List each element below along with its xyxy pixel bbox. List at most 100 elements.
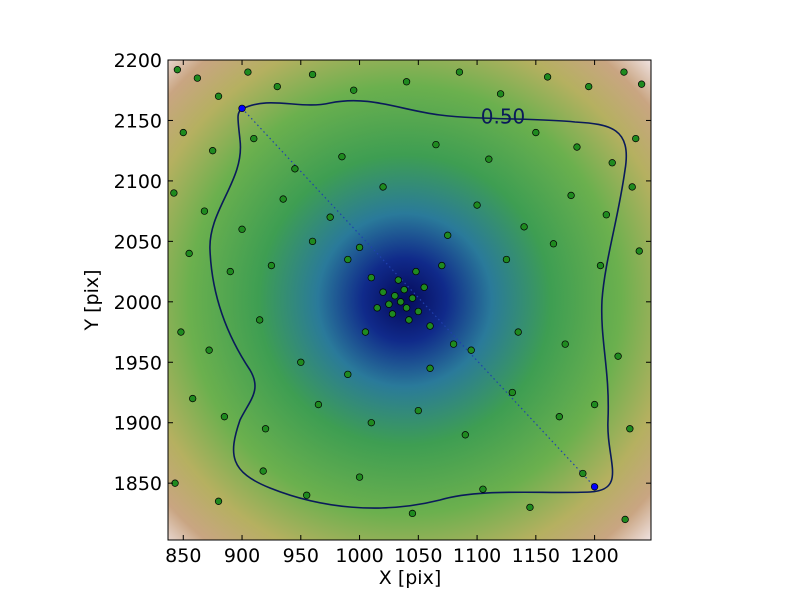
contour-label: 0.50 bbox=[481, 105, 526, 129]
data-point bbox=[355, 243, 364, 252]
data-point bbox=[379, 183, 387, 191]
data-point bbox=[414, 406, 422, 415]
data-point bbox=[628, 183, 636, 191]
data-point bbox=[567, 191, 575, 200]
y-tick-label: 2050 bbox=[114, 231, 162, 253]
data-point bbox=[626, 425, 634, 433]
data-point bbox=[379, 288, 387, 296]
data-point bbox=[267, 261, 276, 270]
data-point bbox=[596, 261, 605, 270]
x-tick-label: 1050 bbox=[394, 545, 442, 567]
data-point bbox=[367, 273, 375, 282]
y-tick-label: 2150 bbox=[114, 110, 162, 132]
data-point bbox=[412, 267, 420, 276]
data-point bbox=[214, 497, 223, 505]
data-point bbox=[200, 207, 209, 215]
data-point bbox=[614, 352, 622, 360]
data-point bbox=[355, 473, 364, 481]
data-point bbox=[344, 370, 352, 379]
plot-area bbox=[170, 66, 646, 524]
data-point bbox=[291, 165, 299, 173]
data-point bbox=[526, 503, 534, 512]
data-point bbox=[238, 104, 246, 113]
data-point bbox=[279, 195, 287, 203]
data-point bbox=[585, 82, 593, 91]
x-tick-label: 1100 bbox=[453, 545, 501, 567]
data-point bbox=[496, 90, 505, 98]
data-point bbox=[479, 485, 487, 493]
x-tick-label: 1150 bbox=[512, 545, 560, 567]
y-axis-label: Y [pix] bbox=[81, 269, 103, 331]
data-point bbox=[590, 400, 599, 409]
data-point bbox=[297, 358, 305, 366]
data-point bbox=[308, 70, 317, 79]
data-point bbox=[367, 419, 375, 427]
data-point bbox=[344, 255, 352, 264]
data-point bbox=[303, 491, 311, 499]
data-point bbox=[590, 483, 599, 491]
data-point bbox=[314, 400, 323, 409]
data-point bbox=[426, 322, 434, 330]
contour-line bbox=[209, 99, 628, 509]
data-point bbox=[388, 310, 397, 318]
data-point bbox=[250, 134, 258, 143]
data-point bbox=[326, 213, 334, 221]
y-tick-label: 1950 bbox=[114, 352, 162, 374]
data-point bbox=[579, 469, 587, 478]
x-tick-label: 850 bbox=[165, 545, 201, 567]
data-point bbox=[549, 240, 558, 248]
data-point bbox=[485, 155, 493, 163]
data-point bbox=[402, 78, 411, 86]
data-point bbox=[602, 211, 610, 219]
data-point bbox=[308, 237, 317, 246]
data-point bbox=[273, 82, 281, 91]
data-point bbox=[261, 425, 270, 433]
data-point bbox=[543, 73, 552, 81]
data-point bbox=[259, 467, 267, 475]
data-point bbox=[467, 346, 475, 354]
data-point bbox=[177, 328, 185, 336]
data-point bbox=[402, 304, 411, 312]
data-point bbox=[635, 247, 643, 255]
data-point bbox=[400, 286, 408, 294]
data-point bbox=[405, 316, 413, 324]
data-point bbox=[256, 316, 264, 324]
x-tick-label: 1000 bbox=[335, 545, 383, 567]
data-point bbox=[226, 267, 234, 276]
data-point bbox=[394, 276, 402, 284]
y-tick-label: 1850 bbox=[114, 473, 162, 495]
data-point bbox=[391, 292, 399, 300]
data-point bbox=[455, 68, 464, 76]
data-point bbox=[608, 159, 616, 167]
data-point bbox=[449, 340, 458, 348]
data-point bbox=[408, 509, 417, 518]
data-point bbox=[414, 307, 422, 316]
x-axis-label: X [pix] bbox=[379, 567, 441, 589]
y-tick-label: 2200 bbox=[114, 50, 162, 72]
data-point bbox=[432, 140, 440, 149]
data-point bbox=[189, 394, 197, 403]
data-point bbox=[408, 294, 417, 302]
data-point bbox=[555, 413, 563, 421]
data-point bbox=[338, 153, 346, 161]
data-point bbox=[632, 134, 640, 143]
y-tick-label: 1900 bbox=[114, 413, 162, 435]
data-point bbox=[209, 147, 217, 155]
data-point bbox=[508, 388, 516, 397]
data-point bbox=[502, 255, 511, 264]
data-point bbox=[214, 92, 223, 100]
data-point bbox=[520, 223, 528, 231]
x-tick-label: 950 bbox=[283, 545, 319, 567]
data-point bbox=[173, 66, 182, 74]
connector-line bbox=[241, 107, 596, 488]
data-point bbox=[361, 328, 370, 336]
data-point bbox=[561, 340, 569, 348]
y-tick-label: 2000 bbox=[114, 292, 162, 314]
data-point bbox=[170, 189, 178, 197]
data-point bbox=[473, 201, 481, 209]
data-point bbox=[573, 143, 581, 151]
data-point bbox=[532, 128, 540, 137]
data-point bbox=[621, 515, 629, 524]
data-point bbox=[244, 68, 252, 76]
x-tick-label: 1200 bbox=[570, 545, 618, 567]
